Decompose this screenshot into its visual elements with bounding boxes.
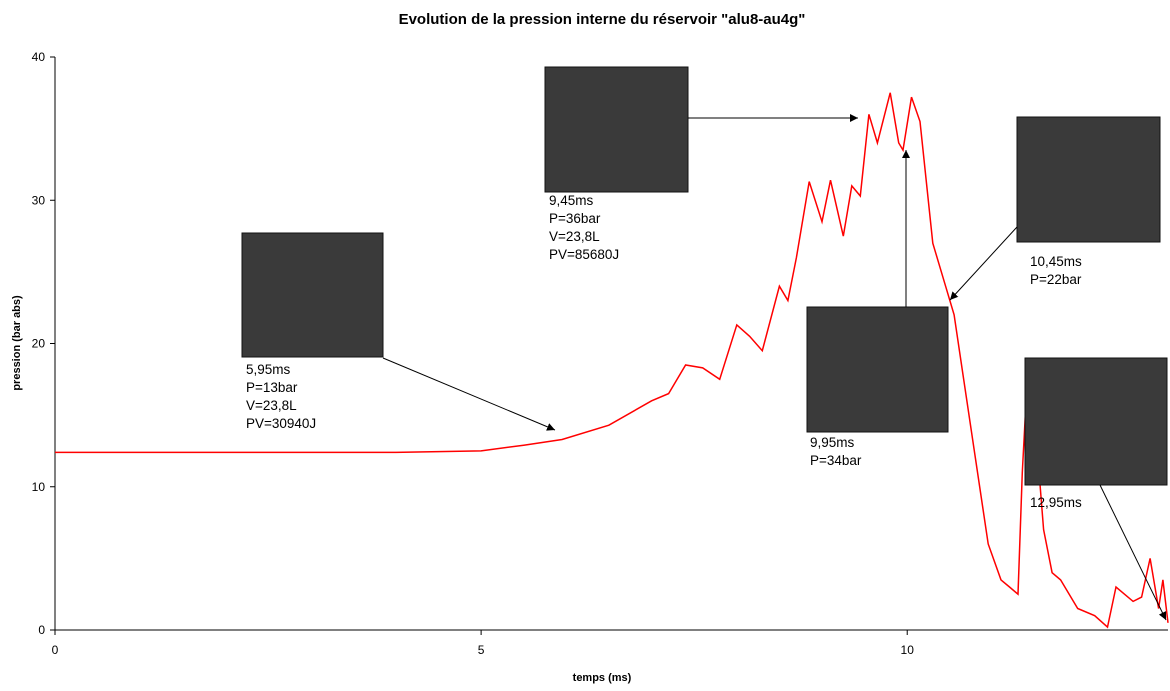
y-tick-label: 40 bbox=[32, 50, 46, 64]
y-tick-label: 30 bbox=[32, 193, 46, 207]
annotation-text: 5,95ms bbox=[246, 362, 291, 377]
annotation-text: P=13bar bbox=[246, 380, 298, 395]
pressure-line bbox=[55, 92, 1169, 629]
chart-title: Evolution de la pression interne du rése… bbox=[399, 11, 806, 28]
photo bbox=[1024, 357, 1168, 486]
annotation-text: V=23,8L bbox=[549, 229, 600, 244]
arrow bbox=[1099, 484, 1167, 621]
annotation-text: 9,45ms bbox=[549, 193, 594, 208]
arrow bbox=[949, 226, 1018, 301]
annotation-text: 12,95ms bbox=[1030, 495, 1082, 510]
photo bbox=[1016, 116, 1161, 243]
annotation-text: 9,95ms bbox=[810, 435, 855, 450]
annotation-text: PV=30940J bbox=[246, 416, 316, 431]
photo bbox=[806, 306, 949, 433]
annotation-text: P=34bar bbox=[810, 453, 862, 468]
x-tick-label: 10 bbox=[901, 643, 915, 657]
photo bbox=[544, 66, 689, 193]
arrow bbox=[382, 357, 556, 431]
annotation-text: 10,45ms bbox=[1030, 254, 1082, 269]
y-axis-title: pression (bar abs) bbox=[11, 295, 23, 391]
x-tick-label: 0 bbox=[52, 643, 59, 657]
annotation-text: P=22bar bbox=[1030, 272, 1082, 287]
annotation-text: P=36bar bbox=[549, 211, 601, 226]
y-tick-label: 20 bbox=[32, 337, 46, 351]
x-tick-label: 5 bbox=[478, 643, 485, 657]
photo bbox=[241, 232, 384, 358]
annotation-text: V=23,8L bbox=[246, 398, 297, 413]
y-tick-label: 0 bbox=[38, 623, 45, 637]
annotation-text: PV=85680J bbox=[549, 247, 619, 262]
x-axis-title: temps (ms) bbox=[573, 672, 632, 684]
y-tick-label: 10 bbox=[32, 480, 46, 494]
